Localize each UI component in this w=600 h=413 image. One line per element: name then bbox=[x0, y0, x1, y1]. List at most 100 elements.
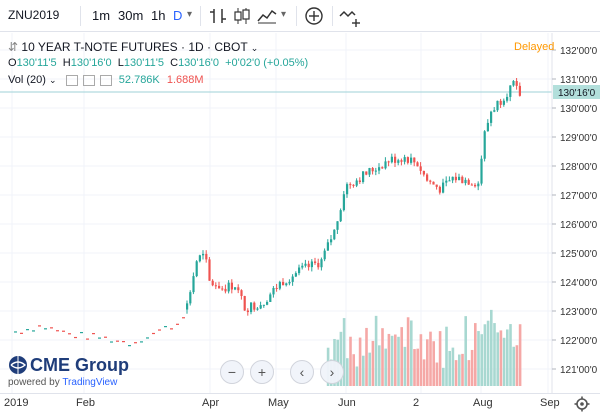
toolbar-divider bbox=[332, 6, 333, 26]
volume-bar bbox=[384, 348, 387, 386]
low-value: 130'11'5 bbox=[123, 57, 164, 69]
volume-bar bbox=[403, 346, 407, 386]
price-tick-label: 131'00'0 bbox=[560, 75, 598, 86]
candle bbox=[110, 341, 113, 343]
volume-bar bbox=[381, 328, 384, 386]
settings-icon[interactable] bbox=[82, 74, 95, 86]
volume-bar bbox=[352, 354, 355, 386]
volume-bar bbox=[346, 358, 349, 386]
volume-bar bbox=[448, 350, 451, 386]
candle-body bbox=[291, 276, 294, 282]
visibility-icon[interactable] bbox=[65, 74, 78, 86]
candle bbox=[74, 336, 77, 339]
interval-dropdown-icon[interactable]: ▾ bbox=[187, 9, 193, 20]
candle-body bbox=[304, 263, 307, 266]
candle-body bbox=[445, 180, 448, 183]
candle-body bbox=[234, 287, 237, 290]
volume-bar bbox=[342, 318, 346, 386]
candle-body bbox=[419, 166, 422, 171]
volume-bar bbox=[419, 334, 423, 386]
zoom-in-button[interactable]: + bbox=[250, 360, 274, 384]
time-tick-2019: 2019 bbox=[4, 397, 29, 409]
volume-bar bbox=[410, 320, 413, 386]
candle bbox=[134, 342, 137, 344]
volume-bar bbox=[515, 345, 519, 386]
chart-settings-gear-icon[interactable] bbox=[574, 396, 590, 412]
candles bbox=[14, 78, 521, 347]
chart-style-dropdown-icon[interactable]: ▾ bbox=[281, 9, 287, 20]
candle-body bbox=[477, 183, 480, 187]
candle-body bbox=[259, 305, 262, 309]
candle-body bbox=[480, 158, 483, 184]
candle-body bbox=[486, 122, 489, 132]
candle-chart-style-icon[interactable] bbox=[232, 6, 252, 26]
candle bbox=[176, 323, 179, 325]
price-tick-label: 129'00'0 bbox=[560, 133, 598, 144]
tradingview-link[interactable]: TradingView bbox=[62, 377, 118, 388]
price-chart[interactable]: 132'00'0 131'00'0 130'00'0 129'00'0 128'00'0… bbox=[0, 33, 600, 393]
candle-body bbox=[490, 111, 493, 123]
chart-legend: ⇵ 10 YEAR T-NOTE FUTURES · 1D · CBOT ⌄ bbox=[8, 40, 258, 54]
top-toolbar: ZNU2019 1m 30m 1h D ▾ ▾ bbox=[0, 0, 600, 32]
price-tick-label: 126'00'0 bbox=[560, 220, 598, 231]
volume-bar bbox=[387, 333, 391, 386]
candle-body bbox=[362, 171, 365, 182]
candle-body bbox=[355, 180, 358, 186]
volume-bar bbox=[445, 326, 448, 386]
scroll-left-button[interactable]: ‹ bbox=[290, 360, 314, 384]
remove-icon[interactable] bbox=[99, 74, 112, 86]
candle-body bbox=[378, 167, 381, 171]
volume-bar bbox=[467, 360, 471, 386]
candle-body bbox=[429, 180, 432, 182]
volume-bar bbox=[368, 352, 371, 386]
compare-symbol-icon[interactable] bbox=[338, 6, 362, 28]
bar-chart-style-icon[interactable] bbox=[208, 6, 228, 26]
candle-body bbox=[336, 221, 339, 230]
candle-body bbox=[243, 295, 246, 311]
legend-chevron-down-icon[interactable]: ⌄ bbox=[250, 43, 259, 53]
interval-30m[interactable]: 30m bbox=[118, 8, 144, 23]
candle-body bbox=[358, 180, 361, 182]
symbol-search[interactable]: ZNU2019 bbox=[8, 8, 60, 22]
candle-body bbox=[195, 261, 198, 277]
price-tick-label: 132'00'0 bbox=[560, 46, 598, 57]
candle-body bbox=[262, 304, 265, 306]
candle-body bbox=[307, 263, 310, 268]
interval-1h[interactable]: 1h bbox=[151, 8, 166, 23]
volume-bar bbox=[400, 327, 403, 386]
powered-by-text: powered by TradingView bbox=[8, 377, 117, 388]
zoom-out-button[interactable]: − bbox=[220, 360, 244, 384]
candle-body bbox=[346, 184, 349, 195]
candle-body bbox=[435, 184, 438, 187]
candle-body bbox=[448, 180, 451, 182]
legend-expand-icon[interactable]: ⇵ bbox=[8, 40, 19, 54]
candle bbox=[32, 330, 35, 332]
volume-bar bbox=[355, 366, 359, 386]
candle-body bbox=[221, 288, 224, 290]
candle bbox=[38, 325, 41, 327]
volume-bar bbox=[432, 341, 435, 386]
toolbar-divider bbox=[296, 6, 297, 26]
candle-body bbox=[218, 285, 221, 289]
price-tick-label: 123'00'0 bbox=[560, 307, 598, 318]
candle bbox=[80, 331, 83, 334]
candle-body bbox=[451, 176, 454, 181]
time-tick-apr: Apr bbox=[202, 397, 220, 409]
candle-body bbox=[416, 162, 419, 167]
candle-body bbox=[394, 156, 397, 163]
area-chart-style-icon[interactable] bbox=[256, 6, 278, 26]
add-indicator-icon[interactable] bbox=[304, 6, 324, 26]
candle-body bbox=[493, 110, 496, 112]
volume-bar bbox=[454, 360, 458, 386]
candle bbox=[158, 329, 161, 331]
candle-body bbox=[310, 261, 313, 268]
volume-settings-chevron-icon[interactable]: ⌄ bbox=[48, 75, 57, 85]
interval-1m[interactable]: 1m bbox=[92, 8, 111, 23]
scroll-right-button[interactable]: › bbox=[320, 360, 344, 384]
price-tick-label: 130'00'0 bbox=[560, 104, 598, 115]
price-tick-label: 125'00'0 bbox=[560, 249, 598, 260]
candle-body bbox=[250, 302, 253, 313]
interval-d[interactable]: D bbox=[173, 8, 183, 23]
candle-body bbox=[368, 168, 371, 175]
price-tick-label: 128'00'0 bbox=[560, 162, 598, 173]
